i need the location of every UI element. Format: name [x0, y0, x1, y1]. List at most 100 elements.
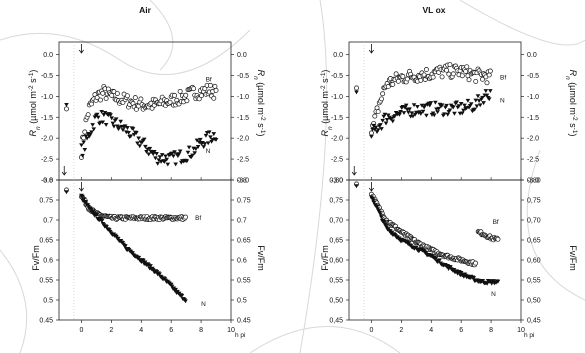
- data-point-n-vlox-fvfm: [495, 279, 501, 284]
- y-tick-label-vlox-rn: -1.0: [527, 94, 539, 101]
- data-point-bf-vlox-rn: [379, 96, 384, 102]
- data-point-n-air-rn: [100, 120, 106, 125]
- data-point-n-vlox-fvfm: [484, 281, 490, 286]
- data-point-n-air-rn: [111, 124, 117, 129]
- data-point-n-vlox-rn: [435, 110, 440, 115]
- data-point-n-vlox-rn: [456, 104, 462, 109]
- data-point-n-air-fvfm: [89, 207, 94, 212]
- ylabel-fvfm-left-outer: Fv/Fm: [31, 245, 41, 271]
- data-point-n-air-rn: [171, 154, 176, 159]
- data-point-n-vlox-rn: [398, 109, 403, 114]
- svg-text:Rn (µmol m-2 s-1): Rn (µmol m-2 s-1): [320, 70, 334, 137]
- data-point-n-air-rn: [130, 127, 136, 132]
- data-point-bf-vlox-fvfm: [473, 260, 478, 266]
- data-point-n-air-rn: [207, 130, 212, 135]
- data-point-bf-vlox-rn: [439, 74, 445, 80]
- data-point-n-air-rn: [147, 146, 153, 151]
- data-point-bf-vlox-rn: [393, 71, 399, 77]
- data-point-n-vlox-rn: [373, 125, 379, 130]
- data-point-n-vlox-rn: [418, 112, 424, 116]
- data-point-bf-air-rn: [184, 98, 190, 104]
- data-point-bf-air-rn: [64, 106, 69, 112]
- data-point-n-vlox-fvfm: [414, 245, 419, 250]
- data-point-n-air-rn: [186, 145, 192, 150]
- data-point-n-vlox-rn: [392, 114, 398, 118]
- data-point-n-air-rn: [109, 116, 115, 121]
- data-point-bf-air-rn: [183, 92, 189, 98]
- data-point-bf-air-fvfm: [183, 214, 188, 220]
- y-tick-label-air-fvfm: 0.55: [237, 278, 251, 285]
- data-point-n-air-rn: [125, 126, 130, 130]
- data-point-n-air-fvfm: [136, 255, 142, 260]
- data-point-n-air-rn: [169, 151, 175, 156]
- x-tick-label-vlox-fvfm: 8: [489, 327, 493, 334]
- data-point-bf-air-rn: [207, 82, 213, 88]
- y-tick-label-vlox-fvfm: 0,70: [329, 218, 343, 225]
- data-point-bf-vlox-rn: [487, 68, 493, 74]
- data-point-n-air-fvfm: [64, 190, 69, 195]
- data-point-n-air-fvfm: [83, 200, 89, 205]
- y-tick-label-vlox-fvfm: 0,65: [527, 238, 541, 245]
- data-point-n-air-rn: [120, 128, 126, 133]
- data-point-n-air-rn: [198, 137, 203, 142]
- x-tick-label-air-fvfm: 2: [109, 327, 113, 334]
- data-point-n-vlox-rn: [378, 123, 383, 128]
- data-point-n-vlox-rn: [380, 118, 385, 123]
- data-point-bf-vlox-rn: [473, 78, 479, 84]
- x-tick-label-air-fvfm: 10: [227, 327, 235, 334]
- data-point-n-vlox-rn: [433, 100, 438, 105]
- data-point-n-vlox-rn: [474, 104, 480, 109]
- plot-frame-air-rn: [58, 41, 232, 181]
- data-point-bf-vlox-rn: [368, 130, 374, 136]
- data-point-bf-vlox-rn: [486, 72, 492, 78]
- data-point-bf-vlox-rn: [375, 109, 381, 115]
- y-tick-label-air-fvfm: 0.65: [237, 238, 251, 245]
- y-tick-label-vlox-fvfm: 0,70: [527, 218, 541, 225]
- data-point-n-air-fvfm: [94, 213, 99, 218]
- data-point-bf-air-rn: [212, 83, 218, 89]
- svg-text:Rn (µmol m-2 s-1): Rn (µmol m-2 s-1): [253, 70, 267, 137]
- data-point-n-vlox-rn: [383, 121, 389, 126]
- y-tick-label-vlox-fvfm: 0,80: [329, 178, 343, 185]
- data-point-n-air-rn: [185, 150, 191, 155]
- data-point-n-air-fvfm: [90, 210, 96, 214]
- y-tick-label-air-fvfm: 0.55: [39, 278, 53, 285]
- data-point-bf-air-rn: [191, 86, 197, 92]
- data-point-n-air-rn: [153, 156, 158, 161]
- data-point-n-vlox-rn: [451, 105, 456, 110]
- y-tick-label-air-rn: -2.5: [237, 157, 249, 164]
- data-point-n-air-rn: [159, 153, 165, 158]
- data-point-bf-vlox-rn: [447, 62, 453, 68]
- ylabel-rn-left-inner: Rn (µmol m-2 s-1): [253, 70, 267, 137]
- y-tick-label-air-rn: -1.5: [237, 115, 249, 122]
- data-point-n-air-rn: [143, 144, 148, 149]
- y-tick-label-vlox-fvfm: 0,50: [527, 298, 541, 305]
- x-tick-label-vlox-fvfm: 6: [459, 327, 463, 334]
- data-point-bf-air-rn: [132, 95, 138, 101]
- data-point-n-air-rn: [184, 159, 190, 164]
- data-point-bf-vlox-fvfm: [495, 236, 501, 242]
- data-point-n-vlox-rn: [410, 114, 416, 119]
- y-tick-label-air-rn: 0.0: [43, 52, 53, 59]
- data-point-n-air-fvfm: [142, 260, 148, 265]
- y-tick-label-vlox-fvfm: 0,75: [527, 198, 541, 205]
- data-point-n-vlox-rn: [409, 111, 415, 116]
- data-point-n-vlox-rn: [447, 108, 453, 113]
- data-point-n-vlox-rn: [452, 111, 457, 116]
- data-point-n-air-rn: [118, 119, 123, 124]
- data-point-bf-vlox-rn: [372, 113, 378, 119]
- data-point-n-air-rn: [99, 109, 104, 114]
- data-point-n-air-rn: [136, 136, 141, 141]
- y-tick-label-vlox-fvfm: 0,60: [527, 258, 541, 265]
- data-point-n-air-fvfm: [104, 224, 109, 229]
- data-point-n-vlox-fvfm: [471, 276, 477, 281]
- data-point-bf-vlox-rn: [480, 76, 485, 82]
- data-point-n-air-rn: [82, 147, 88, 152]
- data-point-n-air-rn: [110, 121, 116, 126]
- ylabel-fvfm-right-inner: Fv/Fm: [568, 245, 578, 271]
- data-point-n-vlox-rn: [461, 108, 466, 113]
- x-unit-label-left: h pi: [235, 332, 245, 339]
- data-point-n-air-fvfm: [80, 194, 85, 199]
- data-point-n-vlox-rn: [403, 103, 409, 108]
- plot-layer: 0.0 0.0 -0.5 -0.5 -1.0 -1.0 -1.5 -1.5 -2.0 -2.0 -2…: [39, 41, 541, 334]
